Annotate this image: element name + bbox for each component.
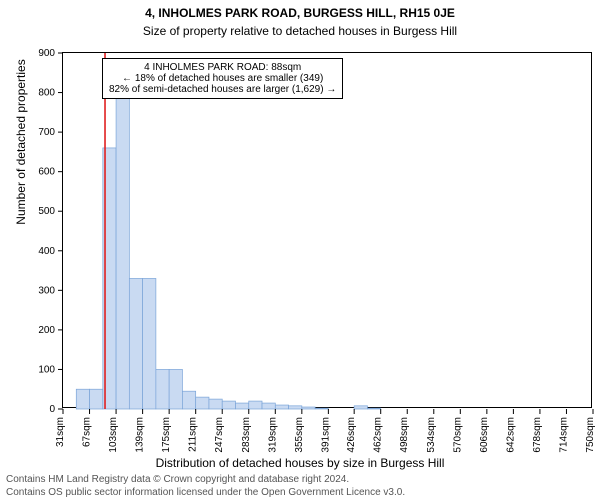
x-tick-label: 750sqm xyxy=(585,417,596,453)
histogram-bar xyxy=(262,403,275,409)
chart-subtitle: Size of property relative to detached ho… xyxy=(0,24,600,38)
histogram-bar xyxy=(209,399,222,409)
histogram-bar xyxy=(169,369,182,409)
x-tick-label: 283sqm xyxy=(241,417,252,453)
x-tick-label: 714sqm xyxy=(558,417,569,453)
histogram-bar xyxy=(76,389,89,409)
histogram-bar xyxy=(302,407,315,409)
y-tick-label: 600 xyxy=(38,167,55,178)
histogram-bar xyxy=(367,408,380,409)
y-tick-label: 800 xyxy=(38,88,55,99)
attribution-text: Contains HM Land Registry data © Crown c… xyxy=(6,474,405,499)
y-tick-label: 900 xyxy=(38,48,55,59)
x-tick-label: 175sqm xyxy=(161,417,172,453)
y-tick-label: 0 xyxy=(49,404,55,415)
y-axis-label: Number of detached properties xyxy=(14,0,28,320)
x-tick-label: 498sqm xyxy=(399,417,410,453)
attribution-line-2: Contains OS public sector information li… xyxy=(6,487,405,500)
y-tick-label: 700 xyxy=(38,127,55,138)
histogram-bar xyxy=(129,278,142,409)
info-box: 4 INHOLMES PARK ROAD: 88sqm ← 18% of det… xyxy=(102,58,343,99)
histogram-bar xyxy=(222,401,235,409)
attribution-line-1: Contains HM Land Registry data © Crown c… xyxy=(6,474,405,487)
chart-title: 4, INHOLMES PARK ROAD, BURGESS HILL, RH1… xyxy=(0,6,600,20)
info-line-2: ← 18% of detached houses are smaller (34… xyxy=(109,73,336,84)
x-tick-label: 642sqm xyxy=(505,417,516,453)
x-tick-label: 103sqm xyxy=(108,417,119,453)
x-tick-label: 678sqm xyxy=(532,417,543,453)
histogram-plot: 010020030040050060070080090031sqm67sqm10… xyxy=(62,52,592,408)
info-line-3: 82% of semi-detached houses are larger (… xyxy=(109,84,336,95)
x-tick-label: 391sqm xyxy=(320,417,331,453)
histogram-bar xyxy=(289,406,302,409)
x-tick-label: 247sqm xyxy=(214,417,225,453)
histogram-bar xyxy=(249,401,262,409)
y-tick-label: 500 xyxy=(38,206,55,217)
x-tick-label: 139sqm xyxy=(135,417,146,453)
x-tick-label: 211sqm xyxy=(188,417,199,452)
x-tick-label: 534sqm xyxy=(426,417,437,453)
x-tick-label: 606sqm xyxy=(479,417,490,453)
x-tick-label: 319sqm xyxy=(267,417,278,453)
y-tick-label: 400 xyxy=(38,246,55,257)
histogram-bar xyxy=(315,408,328,409)
histogram-bar xyxy=(354,406,367,409)
info-line-1: 4 INHOLMES PARK ROAD: 88sqm xyxy=(109,62,336,73)
x-tick-label: 570sqm xyxy=(452,417,463,453)
histogram-bar xyxy=(90,389,103,409)
histogram-bar xyxy=(182,391,195,409)
histogram-bar xyxy=(156,369,169,409)
x-tick-label: 355sqm xyxy=(294,417,305,453)
y-tick-label: 300 xyxy=(38,285,55,296)
x-tick-label: 462sqm xyxy=(373,417,384,453)
x-tick-label: 67sqm xyxy=(82,417,93,447)
histogram-bar xyxy=(235,403,248,409)
y-tick-label: 200 xyxy=(38,325,55,336)
histogram-bar xyxy=(116,97,129,409)
x-tick-label: 31sqm xyxy=(55,417,66,447)
y-tick-label: 100 xyxy=(38,364,55,375)
x-axis-label: Distribution of detached houses by size … xyxy=(0,456,600,470)
histogram-bar xyxy=(143,278,156,409)
histogram-bar xyxy=(196,397,209,409)
x-tick-label: 426sqm xyxy=(346,417,357,453)
histogram-svg: 010020030040050060070080090031sqm67sqm10… xyxy=(63,53,593,409)
histogram-bar xyxy=(275,405,288,409)
